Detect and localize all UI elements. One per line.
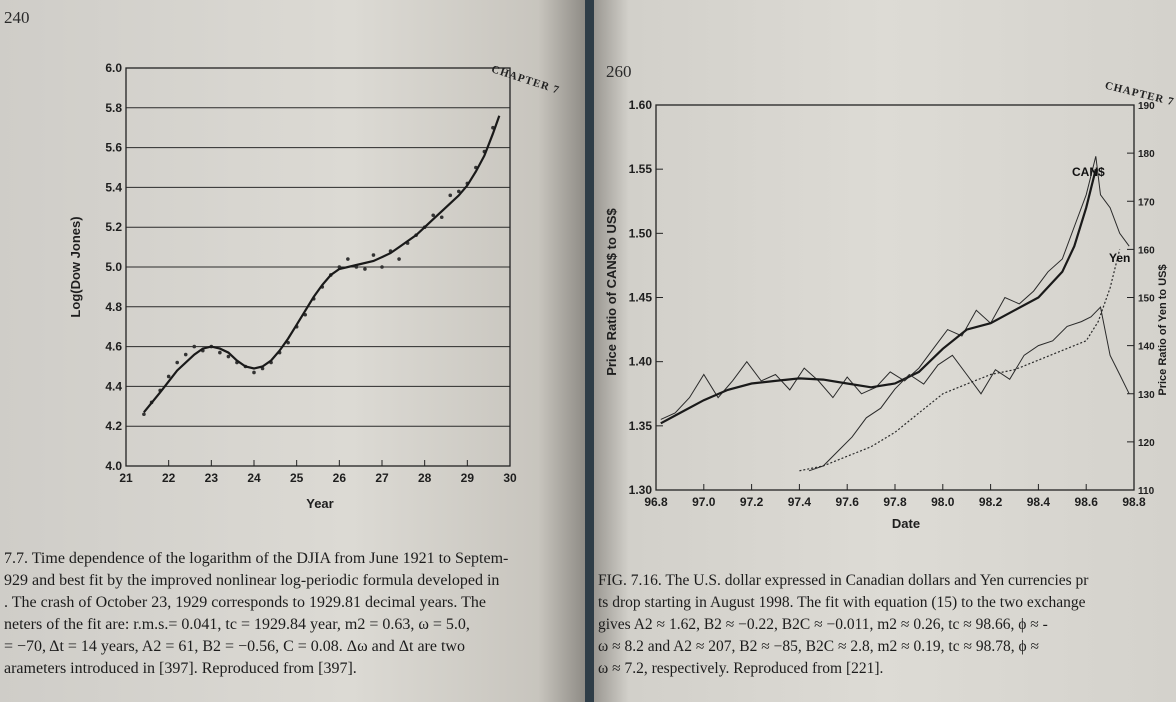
can-fit-line — [660, 168, 1097, 425]
caption-line: gives A2 ≈ 1.62, B2 ≈ −0.22, B2C ≈ −0.01… — [598, 616, 1048, 633]
y-tick-label: 4.2 — [105, 419, 122, 433]
data-point — [226, 354, 231, 359]
x-tick-label: 97.6 — [836, 495, 860, 509]
x-tick-label: 24 — [247, 471, 261, 485]
data-point — [192, 344, 197, 349]
x-axis-title: Year — [306, 496, 333, 511]
caption-line: . The crash of October 23, 1929 correspo… — [4, 594, 486, 611]
series-label-can: CAN$ — [1072, 165, 1105, 179]
data-point — [175, 360, 179, 365]
y-tick-label: 4.0 — [105, 459, 122, 473]
data-point — [380, 265, 384, 269]
x-tick-label: 29 — [461, 471, 475, 485]
y-tick-label: 1.40 — [629, 355, 653, 369]
x-tick-label: 26 — [333, 471, 347, 485]
plot-frame — [125, 67, 511, 467]
data-point — [218, 350, 222, 355]
caption-line: = −70, Δt = 14 years, A2 = 61, B2 = −0.5… — [4, 638, 465, 655]
y2-axis-title: Price Ratio of Yen to US$ — [1157, 264, 1169, 395]
y2-tick-label: 190 — [1138, 101, 1155, 112]
figure-caption: 7.7. Time dependence of the logarithm of… — [4, 548, 508, 680]
caption-line: ω ≈ 8.2 and A2 ≈ 207, B2 ≈ −85, B2C ≈ 2.… — [598, 638, 1040, 655]
x-tick-label: 27 — [375, 471, 389, 485]
caption-line: 929 and best fit by the improved nonline… — [4, 572, 500, 589]
data-point — [397, 257, 401, 261]
caption-line: ω ≈ 7.2, respectively. Reproduced from [… — [598, 660, 884, 677]
x-tick-label: 98.4 — [1027, 495, 1051, 509]
y-tick-label: 1.30 — [629, 483, 653, 497]
fit-curve — [143, 115, 501, 413]
y2-tick-label: 180 — [1138, 149, 1155, 160]
y2-tick-label: 170 — [1138, 197, 1155, 208]
x-tick-label: 28 — [418, 471, 432, 485]
y-tick-label: 4.8 — [105, 300, 122, 314]
right-book-page: 260 CHAPTER 7 1.30 1.35 1.40 1.45 1.50 1.55 1.… — [594, 0, 1176, 702]
caption-line: ts drop starting in August 1998. The fit… — [598, 594, 1086, 611]
y-tick-label: 4.6 — [105, 340, 122, 354]
data-point — [142, 412, 146, 417]
yen-dotted-line — [799, 249, 1121, 472]
data-point — [346, 257, 350, 261]
y-axis-title: Log(Dow Jones) — [68, 216, 83, 317]
y-axis-title: Price Ratio of CAN$ to US$ — [604, 207, 619, 375]
djia-log-chart: 4.0 4.2 4.4 4.6 4.8 5.0 5.2 5.4 5.6 5.8 6.0 21 22 23 2… — [68, 61, 517, 511]
y-tick-label: 5.6 — [105, 141, 122, 155]
y-tick-label: 5.2 — [105, 220, 122, 234]
y-tick-label: 6.0 — [105, 61, 122, 75]
y-tick-label: 5.4 — [105, 180, 122, 194]
x-tick-label: 98.0 — [931, 495, 955, 509]
series-label-yen: Yen — [1109, 251, 1130, 265]
y-tick-label: 4.4 — [105, 379, 122, 393]
data-point — [439, 215, 444, 220]
x-tick-label: 97.8 — [883, 495, 907, 509]
page-number: 240 — [4, 8, 30, 27]
y-tick-label: 5.8 — [105, 101, 122, 115]
y-tick-label: 1.60 — [629, 98, 653, 112]
x-tick-label: 22 — [162, 471, 176, 485]
data-point — [183, 352, 188, 357]
caption-line: 7.7. Time dependence of the logarithm of… — [4, 550, 509, 567]
x-tick-label: 97.2 — [740, 495, 764, 509]
caption-line: arameters introduced in [397]. Reproduce… — [4, 660, 357, 677]
x-tick-label: 98.2 — [979, 495, 1003, 509]
y2-tick-label: 160 — [1138, 245, 1155, 256]
y2-tick-label: 110 — [1138, 486, 1155, 497]
x-tick-label: 30 — [503, 471, 517, 485]
data-point — [363, 267, 367, 271]
data-point — [431, 213, 436, 218]
y-tick-label: 1.45 — [629, 291, 653, 305]
x-axis-title: Date — [892, 516, 920, 531]
data-point — [457, 189, 461, 194]
x-tick-label: 98.6 — [1075, 495, 1099, 509]
x-tick-label: 21 — [119, 471, 133, 485]
y-tick-label: 5.0 — [105, 260, 122, 274]
x-tick-label: 97.0 — [692, 495, 716, 509]
currency-ratio-chart: 1.30 1.35 1.40 1.45 1.50 1.55 1.60 110 120 130 140… — [604, 98, 1169, 531]
y-tick-label: 1.35 — [629, 419, 653, 433]
y-tick-label: 1.55 — [629, 162, 653, 176]
data-point — [448, 193, 453, 198]
yen-data-line — [808, 306, 1130, 472]
plot-frame — [655, 104, 1135, 491]
page-number: 260 — [606, 62, 632, 81]
data-point — [252, 370, 256, 375]
x-tick-label: 23 — [205, 471, 219, 485]
left-book-page: 240 CHAPTER 7 4.0 4.2 4.4 4.6 4.8 5.0 5.2 5.4 5.… — [0, 0, 585, 702]
data-point — [166, 374, 171, 379]
y2-tick-label: 120 — [1138, 438, 1155, 449]
figure-caption: FIG. 7.16. The U.S. dollar expressed in … — [598, 570, 1088, 680]
y2-tick-label: 150 — [1138, 294, 1155, 305]
y2-tick-label: 140 — [1138, 342, 1155, 353]
caption-line: neters of the fit are: r.m.s.= 0.041, tc… — [4, 616, 470, 633]
x-tick-label: 98.8 — [1122, 495, 1146, 509]
x-tick-label: 96.8 — [644, 495, 668, 509]
can-data-line — [660, 156, 1130, 420]
x-tick-label: 97.4 — [788, 495, 812, 509]
y-tick-label: 1.50 — [629, 226, 653, 240]
caption-line: FIG. 7.16. The U.S. dollar expressed in … — [598, 572, 1089, 589]
x-tick-label: 25 — [290, 471, 304, 485]
y2-tick-label: 130 — [1138, 390, 1155, 401]
data-point — [371, 253, 376, 257]
